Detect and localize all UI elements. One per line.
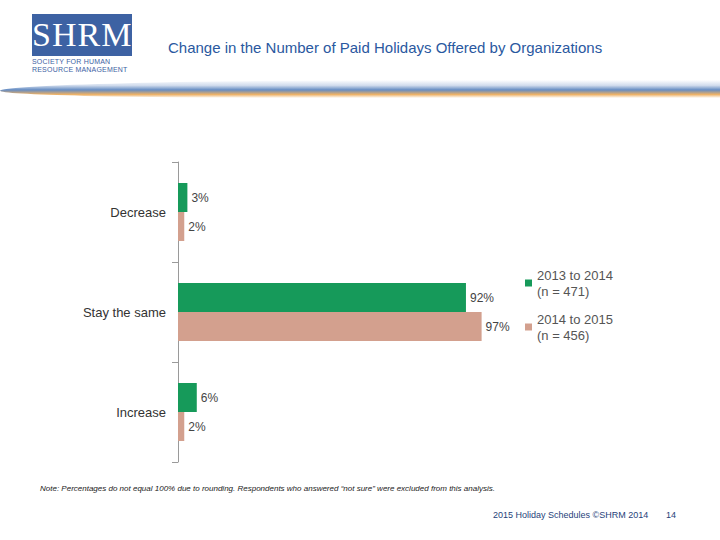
svg-text:2%: 2% bbox=[188, 420, 206, 434]
html-text:Note: Percentages do not equal: Note: Percentages do not equal 100% due … bbox=[40, 484, 495, 493]
html-text:RESOURCE MANAGEMENT: RESOURCE MANAGEMENT bbox=[32, 66, 128, 73]
svg-text:2014 to 2015: 2014 to 2015 bbox=[537, 312, 613, 327]
svg-text:Increase: Increase bbox=[116, 405, 166, 420]
svg-text:Decrease: Decrease bbox=[110, 205, 166, 220]
svg-text:(n = 456): (n = 456) bbox=[537, 328, 589, 343]
svg-text:97%: 97% bbox=[486, 320, 510, 334]
svg-text:2013 to 2014: 2013 to 2014 bbox=[537, 268, 613, 283]
svg-text:Stay the same: Stay the same bbox=[83, 305, 166, 320]
svg-text:6%: 6% bbox=[201, 391, 219, 405]
svg-text:(n = 471): (n = 471) bbox=[537, 284, 589, 299]
html-text:SHRM: SHRM bbox=[32, 16, 133, 53]
svg-text:92%: 92% bbox=[470, 291, 494, 305]
svg-text:2%: 2% bbox=[188, 220, 206, 234]
svg-text:Change in the Number of Paid H: Change in the Number of Paid Holidays Of… bbox=[168, 39, 602, 56]
svg-text:3%: 3% bbox=[191, 191, 209, 205]
html-text:SOCIETY FOR HUMAN: SOCIETY FOR HUMAN bbox=[32, 58, 111, 65]
html-text:14: 14 bbox=[666, 510, 676, 520]
html-text:2015 Holiday Schedules ©SHRM 2: 2015 Holiday Schedules ©SHRM 2014 bbox=[493, 510, 649, 520]
